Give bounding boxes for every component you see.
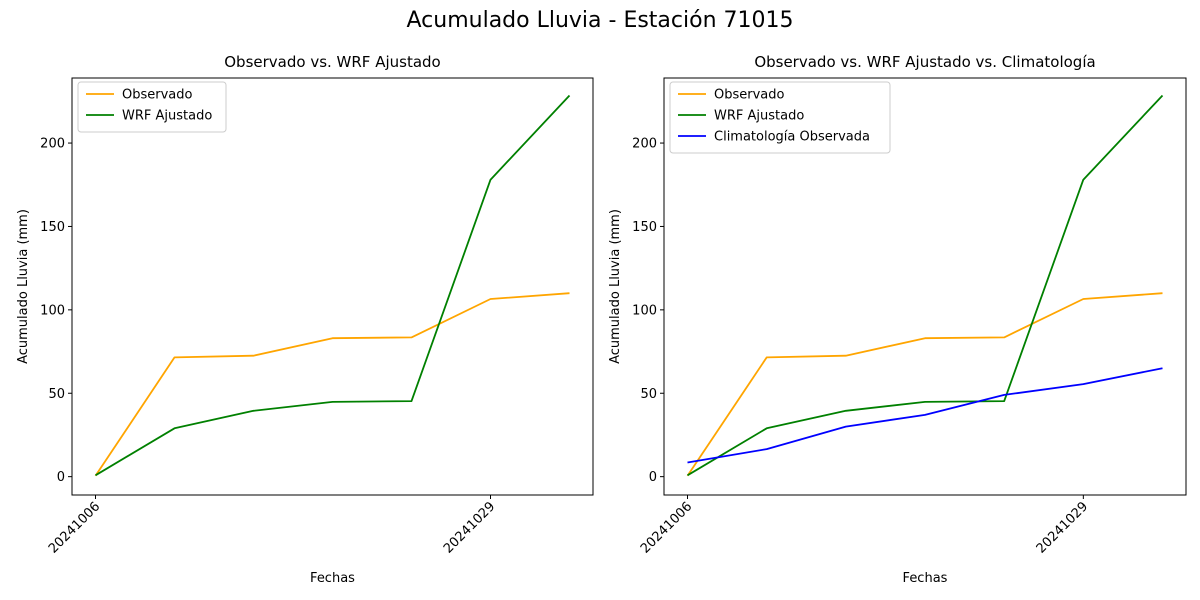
legend-label: Observado [122,88,193,103]
y-tick-label: 150 [40,220,65,235]
plot-frame [71,77,594,496]
series-line-observado [686,292,1163,477]
chart-title: Observado vs. WRF Ajustado [224,53,440,71]
legend-box [77,81,227,133]
plot-frame [663,77,1187,496]
y-tick-label: 100 [632,303,657,318]
legend-label: WRF Ajustado [122,109,212,124]
y-tick-label: 50 [640,387,657,402]
legend-label: Observado [714,88,785,103]
legend-box [669,81,891,154]
y-tick-label: 150 [632,220,657,235]
legend-label: Climatología Observada [714,130,870,145]
y-axis-label: Acumulado Lluvia (mm) [16,209,31,364]
figure-title: Acumulado Lluvia - Estación 71015 [406,8,794,33]
y-tick-label: 0 [57,470,65,485]
series-line-observado [94,292,570,477]
chart-panel-2: Observado vs. WRF Ajustado vs. Climatolo… [608,53,1187,586]
series-line-wrf-ajustado [95,94,571,477]
series-line-climatolog-a-observada [687,367,1163,464]
x-tick-label: 20241006 [638,499,695,556]
x-axis-label: Fechas [903,571,948,586]
x-tick-label: 20241029 [1034,499,1091,556]
y-tick-label: 200 [632,137,657,152]
y-axis-label: Acumulado Lluvia (mm) [608,209,623,364]
y-tick-label: 200 [40,137,65,152]
x-tick-label: 20241029 [441,499,498,556]
chart-title: Observado vs. WRF Ajustado vs. Climatolo… [754,53,1095,71]
chart-panel-1: Observado vs. WRF Ajustado 0 50 100 150 200 20… [16,53,594,586]
series-line-wrf-ajustado [687,94,1164,477]
x-axis-label: Fechas [310,571,355,586]
x-tick-label: 20241006 [46,499,103,556]
y-tick-label: 50 [48,387,65,402]
y-tick-label: 100 [40,303,65,318]
legend-label: WRF Ajustado [714,109,804,124]
y-tick-label: 0 [649,470,657,485]
